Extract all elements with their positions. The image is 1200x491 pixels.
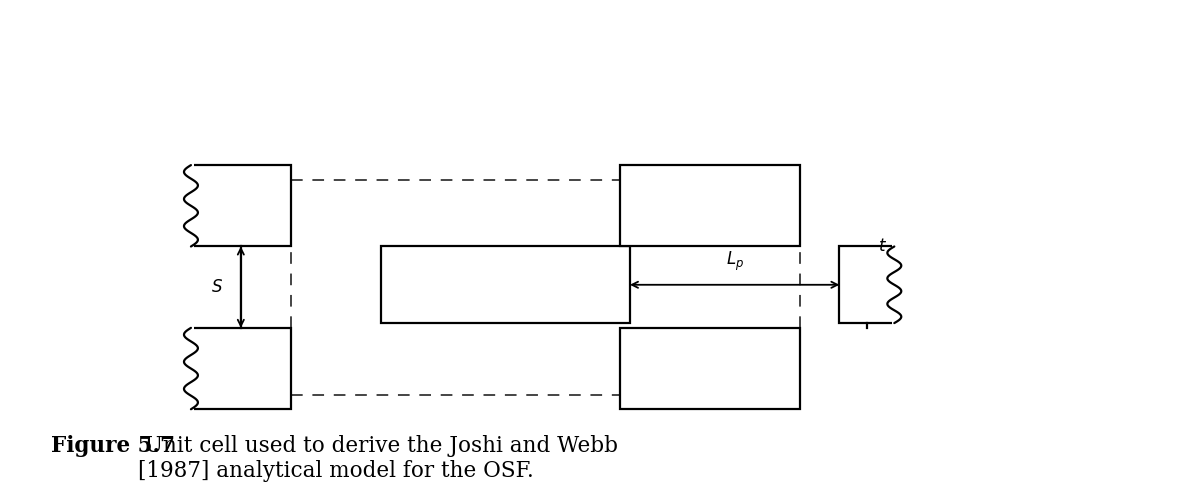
Bar <box>620 328 799 409</box>
Bar <box>620 165 799 246</box>
Bar <box>191 165 290 246</box>
Bar <box>840 246 894 323</box>
Bar <box>191 328 290 409</box>
Text: $L_p$: $L_p$ <box>726 250 744 273</box>
Bar <box>380 246 630 323</box>
Text: S: S <box>212 278 223 296</box>
Text: Unit cell used to derive the Joshi and Webb
[1987] analytical model for the OSF.: Unit cell used to derive the Joshi and W… <box>138 435 618 483</box>
Text: Figure 5.7: Figure 5.7 <box>52 435 175 457</box>
Text: t: t <box>878 238 886 255</box>
